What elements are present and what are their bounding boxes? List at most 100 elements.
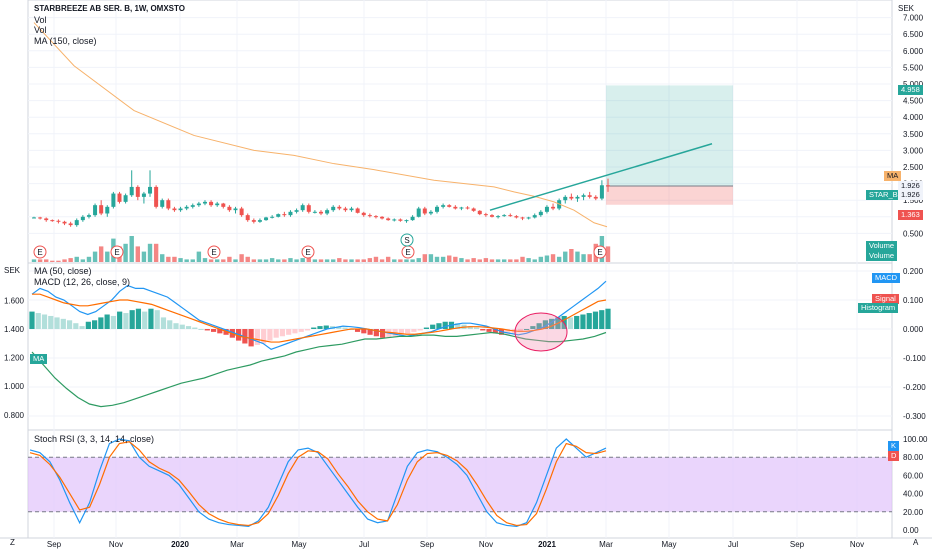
earnings-marker-label: E <box>211 248 216 257</box>
auto-scale-button[interactable]: A <box>913 538 919 547</box>
candle-body <box>50 220 55 222</box>
macd-histogram-bar <box>73 323 79 329</box>
price-tick-3.500: 3.500 <box>903 130 924 139</box>
volume-bar <box>269 258 275 262</box>
volume-bar <box>532 259 537 262</box>
volume-legend-1[interactable]: Vol <box>34 14 47 25</box>
volume-bar <box>153 243 159 262</box>
price-tick-4.000: 4.000 <box>903 113 924 122</box>
timezone-button[interactable]: Z <box>10 538 15 547</box>
volume-bar <box>416 258 421 262</box>
volume-bar <box>355 259 360 262</box>
candle-body <box>135 186 140 197</box>
earnings-marker-label: E <box>37 248 42 257</box>
volume-bar <box>257 259 263 262</box>
candle-body <box>453 206 458 209</box>
candle-body <box>68 223 73 226</box>
macd-tick-0.000: 0.000 <box>903 325 924 334</box>
earnings-marker: E <box>207 245 221 259</box>
macd-legend-label[interactable]: MACD (12, 26, close, 9) <box>34 276 131 287</box>
stoch-tick-80.00: 80.00 <box>903 453 924 462</box>
macd-histogram-bar <box>35 313 41 329</box>
macd-histogram-bar <box>279 329 286 337</box>
macd-histogram-bar <box>104 314 110 329</box>
stoch-legend[interactable]: Stoch RSI (3, 3, 14, 14, close) <box>34 434 154 445</box>
candle-body <box>306 205 311 212</box>
volume-bar <box>550 254 556 262</box>
time-label-Mar: Mar <box>599 540 613 549</box>
volume-bar <box>227 256 232 262</box>
macd-histogram-bar <box>317 326 323 329</box>
last-price-tag: 1.926 <box>898 190 923 200</box>
candle-body <box>123 195 128 202</box>
macd-histogram-bar <box>467 326 473 329</box>
candle-body <box>471 208 476 211</box>
volume-bar <box>459 258 464 262</box>
ma50-line <box>31 331 607 408</box>
price-tick-3.000: 3.000 <box>903 146 924 155</box>
volume-bar <box>239 254 244 262</box>
split-marker-circle <box>400 233 414 247</box>
macd-histogram-bar <box>542 320 548 329</box>
volume-bar <box>160 254 165 262</box>
candle-body <box>190 205 195 207</box>
candle-body <box>93 205 98 216</box>
pane-frame-1 <box>27 262 893 431</box>
target-price-tag: 4.958 <box>898 85 923 95</box>
candle-body <box>312 211 317 213</box>
volume-bar <box>123 243 128 262</box>
macd-histogram-bar <box>185 326 192 329</box>
volume-bar <box>221 259 226 262</box>
price-currency: SEK <box>897 4 914 13</box>
earnings-marker-circle <box>33 245 47 259</box>
stoch-band <box>28 457 892 512</box>
macd-histogram-bar <box>323 325 329 329</box>
ma50-legend[interactable]: MA (50, close) <box>34 266 92 276</box>
candle-body <box>227 206 232 211</box>
time-label-2020: 2020 <box>171 540 189 549</box>
macd-histogram-bar <box>354 329 361 332</box>
volume-legend-2[interactable]: Vol <box>34 25 47 35</box>
macd-histogram-bar <box>524 329 530 330</box>
ma50-tick-1.000: 1.000 <box>4 382 25 391</box>
macd-histogram-bar <box>98 317 104 329</box>
volume-bar <box>343 259 348 262</box>
candle-body <box>160 200 165 207</box>
candle-body <box>355 208 360 213</box>
volume-bar <box>428 254 434 262</box>
macd-histogram-bar <box>605 308 611 329</box>
volume-bar <box>440 256 446 262</box>
volume-bar <box>263 259 269 262</box>
candle-body <box>532 215 537 218</box>
candle-body <box>514 216 519 218</box>
macd-histogram-bar <box>536 323 542 329</box>
macd-histogram-bar <box>430 324 436 329</box>
macd-histogram-bar <box>198 329 204 330</box>
macd-histogram-bar <box>273 329 279 338</box>
ma50-tick-1.600: 1.600 <box>4 296 25 305</box>
volume-bar <box>306 256 311 262</box>
macd-histogram-bar <box>380 329 386 338</box>
candle-body <box>74 220 79 226</box>
ma150-legend[interactable]: MA (150, close) <box>34 35 97 46</box>
macd-histogram-bar <box>480 329 486 331</box>
candle-body <box>257 220 262 222</box>
candle-body <box>508 215 513 217</box>
volume-bar <box>98 246 104 262</box>
candle-body <box>44 218 49 221</box>
volume-bar <box>288 258 293 262</box>
macd-histogram-bar <box>160 317 167 329</box>
macd-histogram-bar <box>92 320 98 329</box>
stoch-tick-20.00: 20.00 <box>903 508 924 517</box>
macd-histogram-bar <box>85 321 91 329</box>
signal-line <box>32 293 607 343</box>
candle-body <box>398 219 403 221</box>
macd-histogram-bar <box>586 313 592 329</box>
macd-histogram-bar <box>117 311 123 329</box>
volume-bar <box>68 258 73 262</box>
candle-body <box>538 211 543 216</box>
volume-bar <box>147 243 153 262</box>
highlight-ellipse <box>514 312 568 352</box>
ma50-tag: MA <box>30 354 48 364</box>
